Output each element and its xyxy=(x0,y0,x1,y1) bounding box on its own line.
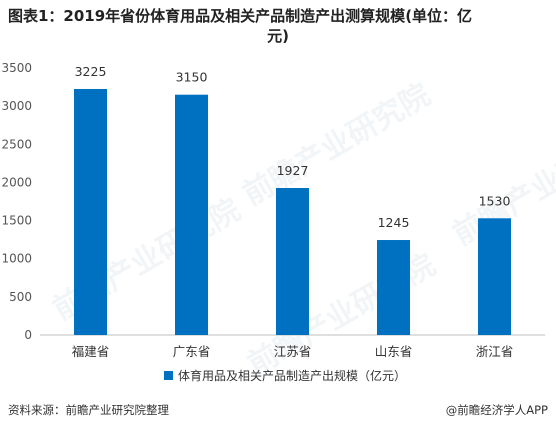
data-label-3: 1245 xyxy=(378,215,410,230)
y-tick-label-7: 3500 xyxy=(1,61,32,75)
x-tick-label-0: 福建省 xyxy=(72,344,110,359)
title-line-1: 图表1：2019年省份体育用品及相关产品制造产出测算规模(单位：亿 xyxy=(8,7,473,25)
bar-2 xyxy=(276,187,309,335)
source-note: 资料来源：前瞻产业研究院整理 xyxy=(8,403,169,417)
bar-0 xyxy=(74,88,107,335)
bar-1 xyxy=(175,94,208,335)
x-tick-label-3: 山东省 xyxy=(375,344,413,359)
y-tick-label-6: 3000 xyxy=(1,99,32,113)
bar-chart: 0 500 1000 1500 2000 2500 3000 3500 3225 福建省 3150 广… xyxy=(1,61,545,383)
credit-note: @前瞻经济学人APP xyxy=(445,403,548,417)
y-tick-label-5: 2500 xyxy=(1,137,32,151)
bar-4 xyxy=(478,218,511,335)
y-tick-label-4: 2000 xyxy=(1,175,32,189)
y-tick-label-1: 500 xyxy=(9,290,32,304)
x-tick-label-1: 广东省 xyxy=(173,344,211,359)
data-label-2: 1927 xyxy=(277,163,309,178)
data-label-0: 3225 xyxy=(75,64,107,79)
title-line-2: 元) xyxy=(267,27,289,45)
x-tick-label-2: 江苏省 xyxy=(274,344,312,359)
x-tick-label-4: 浙江省 xyxy=(476,344,514,359)
y-tick-label-2: 1000 xyxy=(1,252,32,266)
y-tick-label-0: 0 xyxy=(24,328,32,342)
chart-title: 图表1：2019年省份体育用品及相关产品制造产出测算规模(单位：亿 元) xyxy=(8,6,548,46)
y-tick-label-3: 1500 xyxy=(1,214,32,228)
bar-3 xyxy=(377,240,410,335)
legend-swatch xyxy=(164,371,173,380)
legend-label: 体育用品及相关产品制造产出规模（亿元） xyxy=(178,368,406,383)
data-label-4: 1530 xyxy=(479,193,511,208)
data-label-1: 3150 xyxy=(176,70,208,85)
